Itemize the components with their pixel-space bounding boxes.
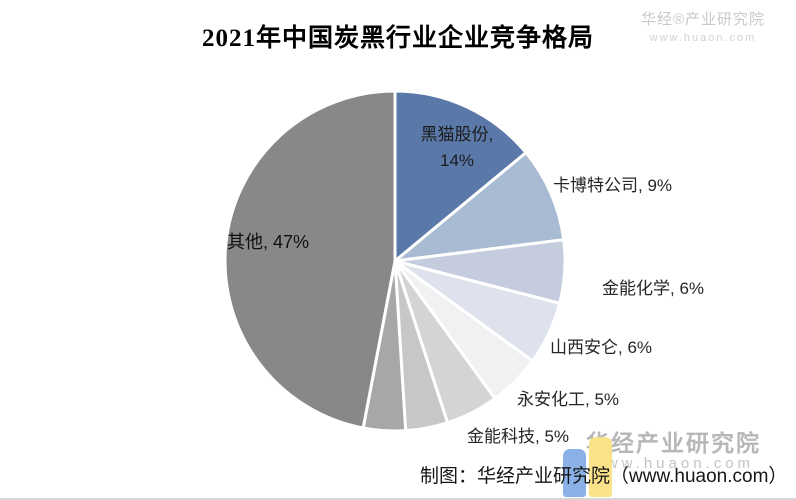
watermark-bottom-name: 华经产业研究院: [586, 430, 761, 456]
huaon-logo-blue-bar-icon: [563, 449, 586, 497]
slice-label-yongan-huagong: 永安化工, 5%: [517, 390, 620, 409]
watermark-bottom-url: www.huaon.com: [592, 455, 755, 472]
chart-title: 2021年中国炭黑行业企业竞争格局: [201, 25, 594, 52]
slice-label-qita: 其他, 47%: [227, 232, 310, 252]
slice-label-jinneng-keji: 金能科技, 5%: [467, 427, 570, 446]
slice-label-jinneng-huaxue: 金能化学, 6%: [602, 279, 705, 298]
credit-line: 制图：华经产业研究院（www.huaon.com）: [420, 466, 788, 487]
huaon-logo-yellow-bar-icon: [589, 437, 612, 497]
slice-label-shanxi-anlun: 山西安仑, 6%: [550, 338, 653, 357]
watermark-top-right: 华经®产业研究院 www.huaon.com: [618, 10, 788, 48]
pie-slice-其他: [223, 89, 397, 430]
slice-label-kabote: 卡博特公司, 9%: [553, 176, 673, 195]
pie-slice-黑猫股份: [393, 89, 528, 263]
watermark-top-url: www.huaon.com: [649, 32, 757, 44]
watermark-top-name: 华经®产业研究院: [640, 11, 766, 28]
pie-slice-卡博特公司: [393, 151, 566, 263]
slice-label-heimao: 黑猫股份, 14%: [420, 125, 494, 170]
